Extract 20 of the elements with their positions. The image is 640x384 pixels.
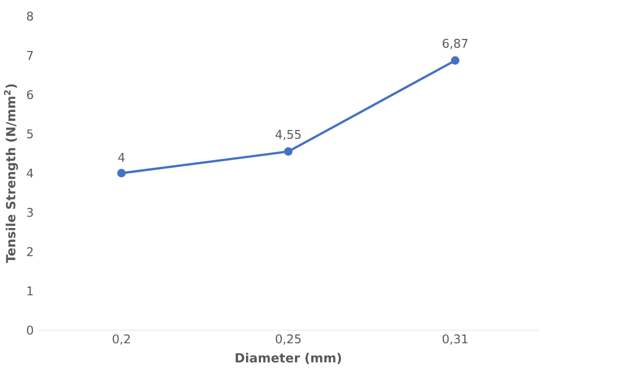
y-tick-label: 6 bbox=[27, 90, 34, 100]
data-label: 6,87 bbox=[442, 38, 468, 50]
point bbox=[450, 56, 460, 65]
data-label: 4 bbox=[118, 153, 125, 162]
y-tick-label: 5 bbox=[27, 129, 33, 138]
y-tick-label: 3 bbox=[27, 208, 33, 217]
point bbox=[117, 168, 126, 178]
point bbox=[284, 147, 293, 156]
y-tick-label: 4 bbox=[26, 168, 34, 178]
x-tick-label: 0,31 bbox=[442, 334, 468, 345]
y-tick-label: 0 bbox=[26, 326, 34, 335]
data-label: 4,55 bbox=[276, 130, 301, 140]
x-axis-title: Diameter (mm) bbox=[236, 352, 342, 364]
y-tick-label: 8 bbox=[26, 12, 33, 21]
y-axis-title: Tensile Strength (N/mm$^{2}$) bbox=[4, 84, 18, 264]
y-tick-label: 7 bbox=[27, 51, 33, 60]
x-tick-label: 0,25 bbox=[276, 334, 301, 345]
y-tick-label: 2 bbox=[27, 247, 33, 256]
y-tick-label: 1 bbox=[28, 286, 33, 296]
x-tick-label: 0,2 bbox=[112, 334, 130, 345]
